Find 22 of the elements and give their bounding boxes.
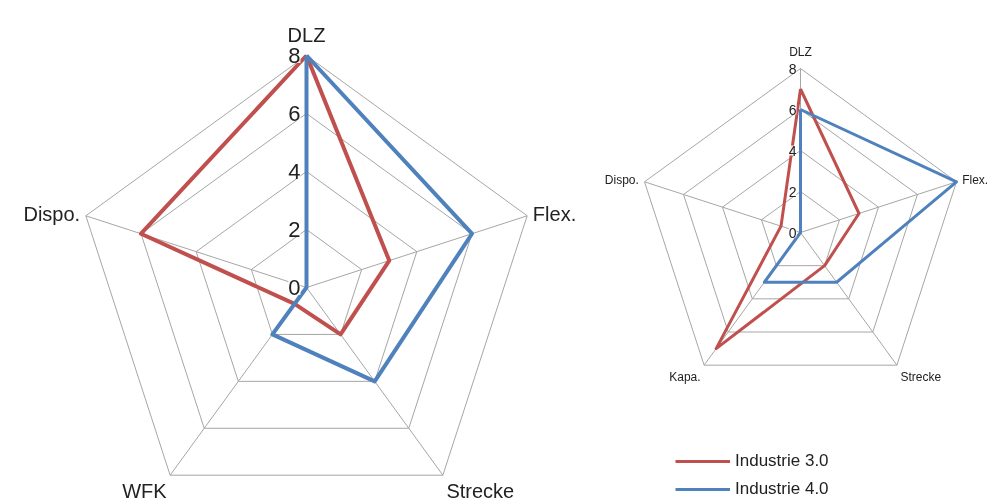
spoke-label: Kapa.	[669, 370, 701, 385]
y-tick-label: 0	[288, 275, 301, 300]
legend-label: Industrie 3.0	[735, 451, 829, 471]
y-tick-label: 8	[288, 43, 301, 68]
y-tick-label: 2	[788, 183, 797, 200]
y-tick-label: 4	[288, 159, 301, 184]
spoke-label: Strecke	[446, 480, 515, 499]
y-tick-label: 2	[288, 217, 301, 242]
spoke-label: Flex.	[532, 202, 577, 225]
y-tick-label: 6	[788, 101, 797, 118]
y-tick-label: 0	[788, 224, 797, 241]
spoke-label: Dispo.	[604, 172, 639, 187]
y-tick-label: 8	[788, 60, 797, 77]
spoke-label: DLZ	[287, 23, 326, 46]
spoke-label: Dispo.	[23, 202, 81, 225]
spoke-label: Strecke	[900, 370, 942, 385]
spoke-label: WFK	[122, 480, 168, 499]
legend-label: Industrie 4.0	[735, 479, 829, 499]
y-tick-label: 6	[288, 101, 301, 126]
spoke-label: DLZ	[789, 44, 812, 59]
spoke-label: Flex.	[962, 172, 989, 187]
y-tick-label: 4	[788, 142, 797, 159]
